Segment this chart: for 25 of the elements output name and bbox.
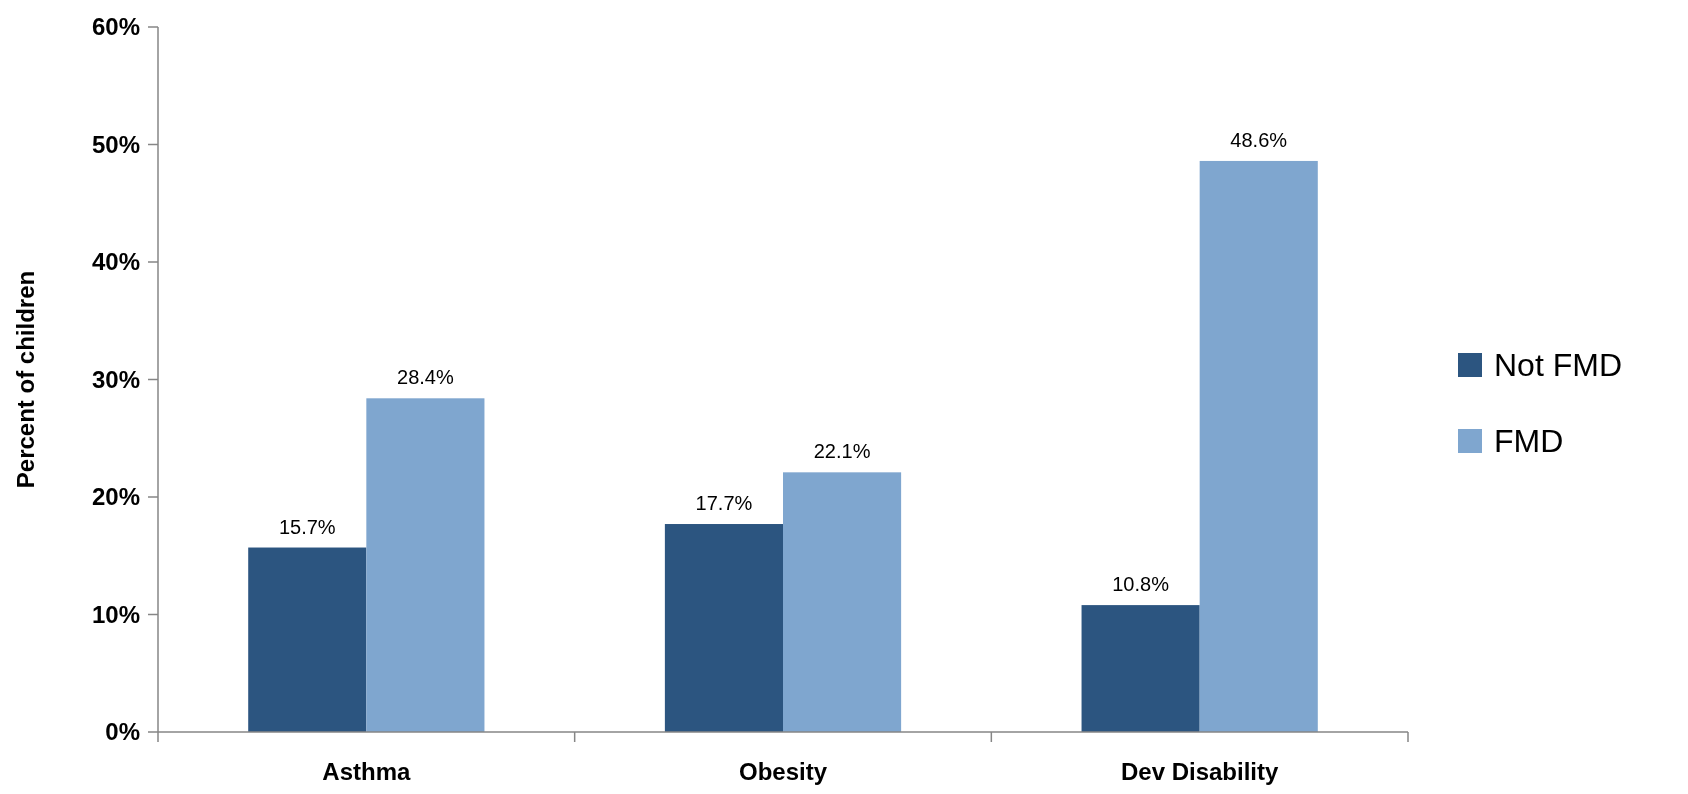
y-tick-label: 0% <box>105 718 140 746</box>
data-label: 28.4% <box>397 366 454 389</box>
bar <box>664 524 783 732</box>
legend-label: FMD <box>1494 423 1564 460</box>
y-tick-label: 50% <box>91 130 140 158</box>
y-tick-label: 30% <box>91 365 140 393</box>
bar <box>248 547 367 732</box>
data-label: 48.6% <box>1230 128 1288 151</box>
data-label: 22.1% <box>813 440 871 463</box>
data-label: 15.7% <box>278 515 336 538</box>
bar <box>366 398 485 732</box>
y-axis-title: Percent of children <box>12 270 39 489</box>
bar <box>1199 160 1318 732</box>
y-tick-label: 20% <box>91 483 140 511</box>
data-label: 17.7% <box>695 492 753 515</box>
x-tick-label: Obesity <box>738 758 828 785</box>
data-label: 10.8% <box>1112 573 1170 596</box>
legend-label: Not FMD <box>1494 347 1622 384</box>
bar <box>1081 605 1200 732</box>
y-tick-label: 60% <box>91 13 140 41</box>
x-tick-label: Asthma <box>322 758 411 785</box>
y-tick-label: 10% <box>91 600 140 628</box>
y-tick-label: 40% <box>91 248 140 276</box>
bar <box>783 472 902 732</box>
x-tick-label: Dev Disability <box>1120 758 1280 785</box>
